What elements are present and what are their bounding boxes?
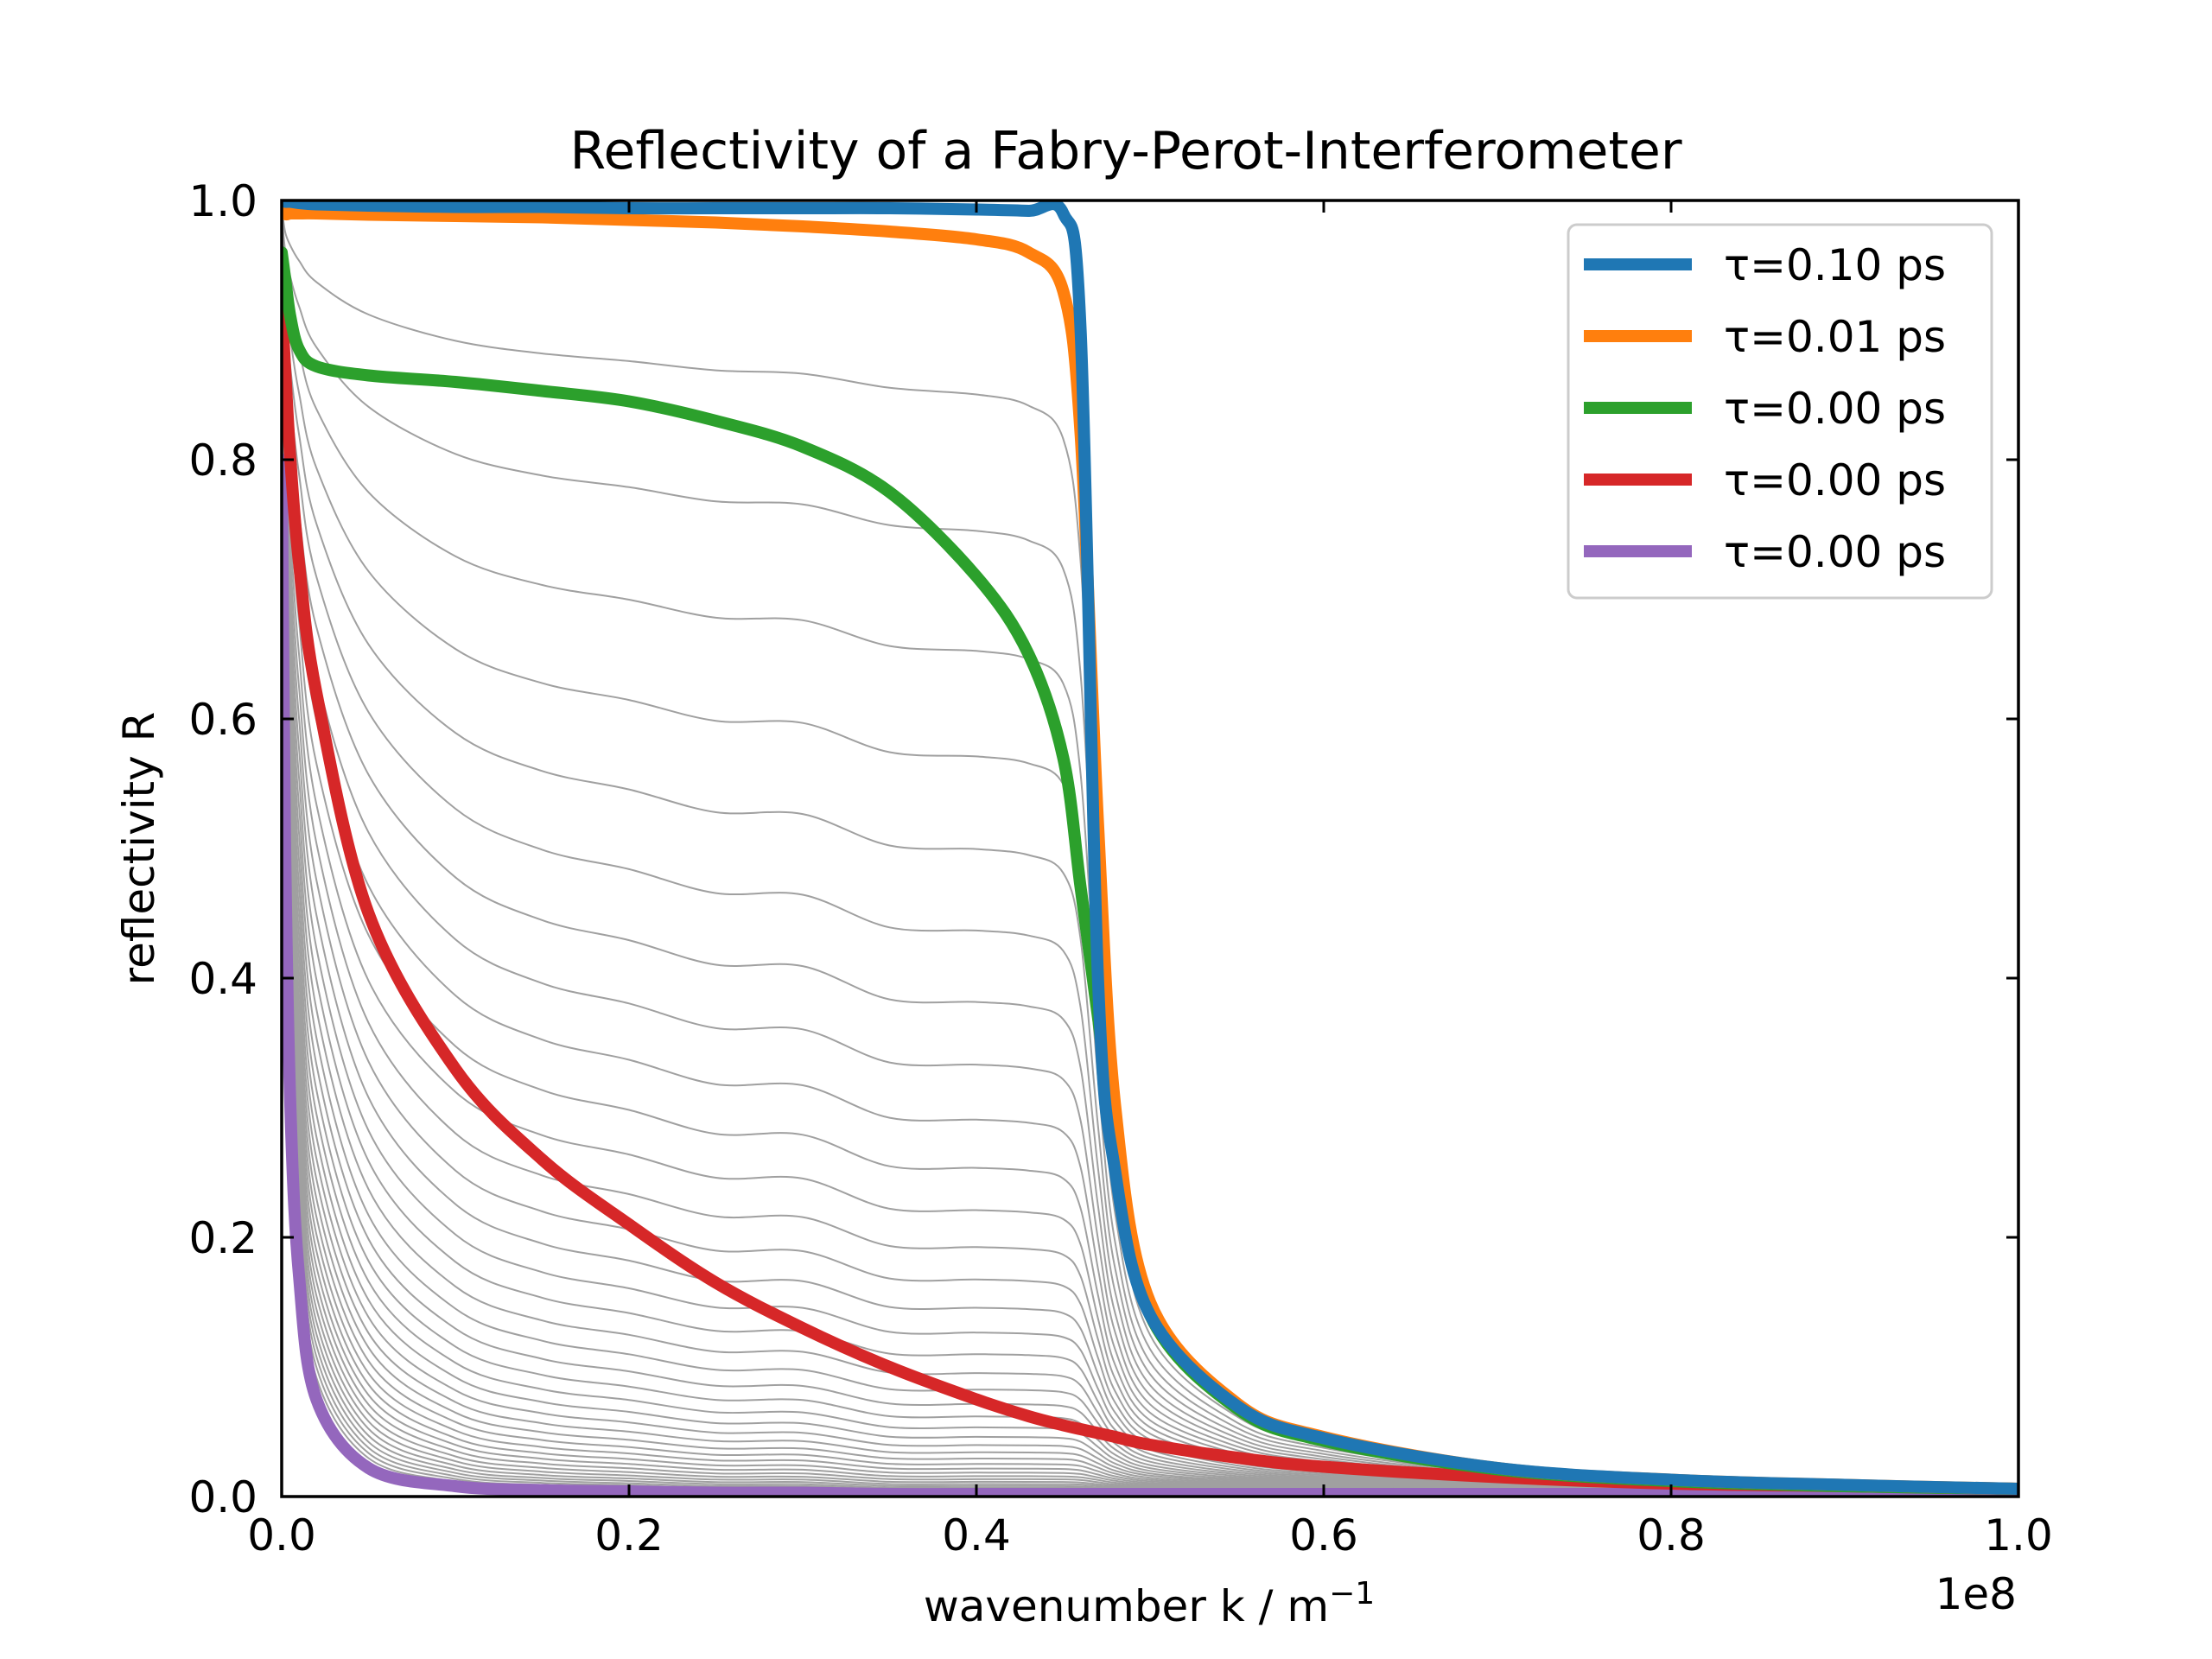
legend: τ=0.10 ps τ=0.01 ps τ=0.00 ps τ=0.00 ps τ=0.… bbox=[1567, 223, 1993, 600]
y-tick-label: 0.8 bbox=[188, 435, 257, 486]
series-line-1 bbox=[282, 200, 2018, 1495]
legend-label-1: τ=0.10 ps bbox=[1724, 240, 1946, 290]
x-tick-label: 0.6 bbox=[1289, 1510, 1358, 1560]
y-tick-label: 1.0 bbox=[188, 176, 257, 226]
legend-label-4: τ=0.00 ps bbox=[1724, 455, 1946, 505]
y-tick-label: 0.0 bbox=[188, 1472, 257, 1522]
series-lines bbox=[282, 200, 2018, 1497]
plot-area bbox=[280, 199, 2020, 1498]
legend-label-2: τ=0.01 ps bbox=[1724, 312, 1946, 362]
y-tick-label: 0.6 bbox=[188, 695, 257, 745]
x-offset-label: 1e8 bbox=[1936, 1569, 2017, 1619]
x-tick-label: 0.8 bbox=[1637, 1510, 1706, 1560]
legend-label-5: τ=0.00 ps bbox=[1724, 527, 1946, 577]
legend-label-3: τ=0.00 ps bbox=[1724, 384, 1946, 434]
series-line-4 bbox=[282, 298, 2018, 1495]
x-tick-label: 0.2 bbox=[594, 1510, 664, 1560]
y-axis: 0.0 0.2 0.4 0.6 0.8 1.0 bbox=[188, 176, 2018, 1522]
series-line-5 bbox=[282, 454, 2018, 1497]
chart-title: Reflectivity of a Fabry-Perot-Interferom… bbox=[569, 121, 1681, 181]
y-tick-label: 0.4 bbox=[188, 954, 257, 1004]
x-tick-label: 1.0 bbox=[1984, 1510, 2053, 1560]
x-tick-label: 0.4 bbox=[942, 1510, 1011, 1560]
y-axis-label: reflectivity R bbox=[114, 712, 164, 986]
y-tick-label: 0.2 bbox=[188, 1213, 257, 1263]
x-axis-label: wavenumber k / m−1 bbox=[924, 1576, 1375, 1631]
plot-frame bbox=[280, 199, 2020, 1498]
legend-frame bbox=[1567, 223, 1993, 600]
x-axis: 0.0 0.2 0.4 0.6 0.8 1.0 bbox=[247, 200, 2053, 1560]
x-tick-label: 0.0 bbox=[247, 1510, 316, 1560]
